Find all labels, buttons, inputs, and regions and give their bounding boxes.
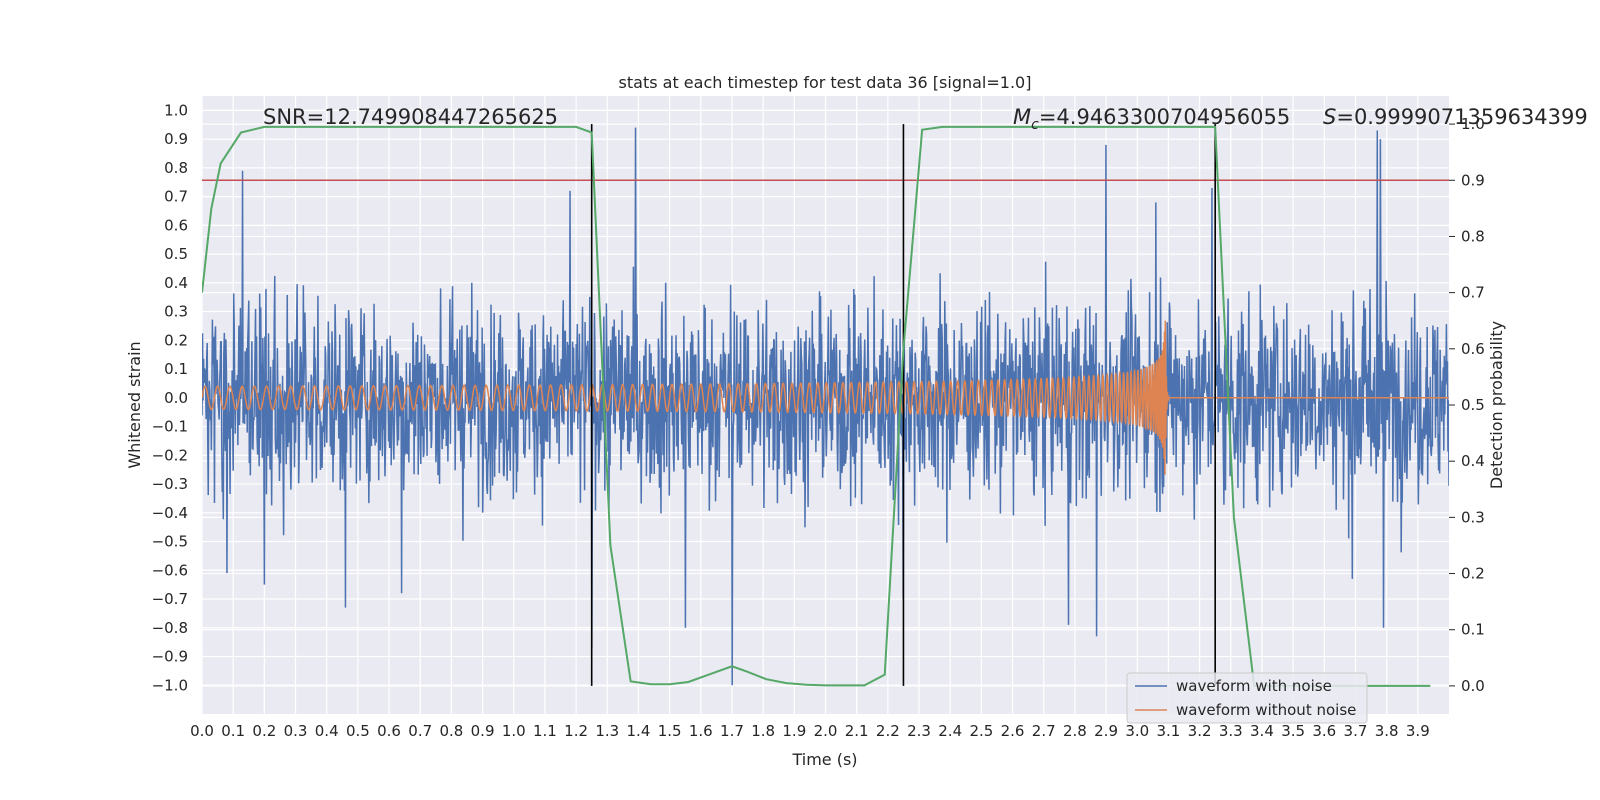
y-tick-label-left: −0.8 [152, 619, 188, 637]
detection-probability-line [202, 125, 1431, 687]
x-tick-label: 3.8 [1375, 722, 1399, 740]
x-tick-label: 2.0 [814, 722, 838, 740]
x-tick-label: 3.2 [1188, 722, 1212, 740]
x-tick-label: 0.5 [346, 722, 370, 740]
x-axis-label: Time (s) [791, 750, 857, 769]
x-tick-label: 0.0 [190, 722, 214, 740]
y-tick-label-left: 0.3 [164, 303, 188, 321]
s-annotation: S=0.9999071359634399 [1323, 105, 1588, 129]
x-tick-label: 2.3 [907, 722, 931, 740]
x-tick-label: 2.1 [845, 722, 869, 740]
x-tick-label: 3.7 [1344, 722, 1368, 740]
y-tick-label-left: −0.9 [152, 648, 188, 666]
y-tick-label-left: 0.7 [164, 188, 188, 206]
y-axis-label: Whitened strain [125, 341, 144, 468]
y-tick-label-left: −0.7 [152, 590, 188, 608]
legend: waveform with noise waveform without noi… [1126, 672, 1368, 724]
x-tick-label: 1.0 [502, 722, 526, 740]
x-tick-label: 1.3 [595, 722, 619, 740]
x-tick-label: 1.7 [720, 722, 744, 740]
x-tick-label: 3.6 [1312, 722, 1336, 740]
y-tick-label-right: 0.6 [1461, 340, 1485, 358]
chart-title: stats at each timestep for test data 36 … [619, 73, 1032, 92]
x-tick-label: 0.7 [408, 722, 432, 740]
y-tick-label-left: −0.6 [152, 561, 188, 579]
y-axis-label-right: Detection probability [1487, 321, 1506, 489]
s-symbol: S [1323, 105, 1336, 129]
x-tick-label: 2.4 [938, 722, 962, 740]
y-tick-label-right: 0.5 [1461, 396, 1485, 414]
x-tick-label: 0.9 [471, 722, 495, 740]
y-tick-label-right: 0.0 [1461, 677, 1485, 695]
vertical-markers [590, 124, 1216, 686]
y-tick-labels-right: 1.0 0.9 0.8 0.7 0.6 0.5 0.4 0.3 0.2 0.1 0.0 [1449, 115, 1485, 695]
mc-symbol: M [1013, 105, 1031, 129]
x-tick-label: 2.6 [1001, 722, 1025, 740]
y-tick-label-left: 0.9 [164, 130, 188, 148]
y-tick-label-left: 0.0 [164, 389, 188, 407]
x-tick-label: 1.8 [751, 722, 775, 740]
y-tick-label-left: 0.1 [164, 360, 188, 378]
x-tick-label: 2.7 [1032, 722, 1056, 740]
y-tick-label-left: −0.4 [152, 504, 188, 522]
y-tick-labels-left: 1.0 0.9 0.8 0.7 0.6 0.5 0.4 0.3 0.2 0.1 0.0 −0.1 −0.… [152, 101, 188, 694]
x-tick-label: 2.2 [876, 722, 900, 740]
x-tick-label: 0.4 [315, 722, 339, 740]
legend-label-clean: waveform without noise [1176, 701, 1356, 719]
y-tick-label-left: −0.3 [152, 475, 188, 493]
y-tick-label-left: 0.8 [164, 159, 188, 177]
x-tick-label: 0.3 [284, 722, 308, 740]
y-tick-label-left: 0.5 [164, 245, 188, 263]
x-tick-label: 3.5 [1281, 722, 1305, 740]
x-tick-label: 0.2 [252, 722, 276, 740]
y-tick-label-left: 0.2 [164, 331, 188, 349]
y-tick-label-right: 0.9 [1461, 171, 1485, 189]
x-tick-label: 1.4 [627, 722, 651, 740]
x-tick-label: 2.5 [969, 722, 993, 740]
y-tick-label-right: 0.1 [1461, 621, 1485, 639]
x-tick-label: 0.8 [439, 722, 463, 740]
y-tick-label-right: 0.7 [1461, 284, 1485, 302]
x-tick-label: 1.1 [533, 722, 557, 740]
y-tick-label-right: 1.0 [1461, 115, 1485, 133]
legend-label-noise: waveform with noise [1176, 677, 1332, 695]
x-tick-label: 3.0 [1125, 722, 1149, 740]
x-tick-label: 3.3 [1219, 722, 1243, 740]
x-tick-label: 3.4 [1250, 722, 1274, 740]
mc-subscript: c [1031, 117, 1039, 133]
legend-box [1126, 672, 1368, 724]
x-tick-label: 1.6 [689, 722, 713, 740]
x-tick-label: 1.5 [658, 722, 682, 740]
x-tick-labels: 0.0 0.1 0.2 0.3 0.4 0.5 0.6 0.7 0.8 0.9 1.0 1.1 1.2 1… [190, 722, 1430, 740]
y-tick-label-left: 0.4 [164, 274, 188, 292]
y-tick-label-left: −0.1 [152, 418, 188, 436]
x-tick-label: 2.8 [1063, 722, 1087, 740]
noise-waveform-line [202, 127, 1449, 686]
snr-annotation: SNR=12.749908447265625 [263, 105, 558, 129]
y-tick-label-right: 0.8 [1461, 227, 1485, 245]
y-tick-label-left: −0.2 [152, 446, 188, 464]
y-tick-label-left: 0.6 [164, 216, 188, 234]
x-tick-label: 2.9 [1094, 722, 1118, 740]
x-tick-label: 3.1 [1156, 722, 1180, 740]
clean-waveform-line [202, 320, 1449, 475]
x-tick-label: 1.9 [782, 722, 806, 740]
y-tick-label-left: −1.0 [152, 676, 188, 694]
y-tick-label-left: −0.5 [152, 533, 188, 551]
mc-value: =4.9463300704956055 [1039, 105, 1290, 129]
x-tick-label: 0.1 [221, 722, 245, 740]
x-tick-label: 1.2 [564, 722, 588, 740]
x-tick-label: 3.9 [1406, 722, 1430, 740]
s-value: =0.9999071359634399 [1336, 105, 1587, 129]
y-tick-label-right: 0.4 [1461, 452, 1485, 470]
y-tick-label-right: 0.3 [1461, 508, 1485, 526]
y-tick-label-left: 1.0 [164, 101, 188, 119]
y-tick-label-right: 0.2 [1461, 565, 1485, 583]
x-tick-label: 0.6 [377, 722, 401, 740]
chirp-mass-annotation: Mc=4.9463300704956055 [1013, 105, 1290, 133]
